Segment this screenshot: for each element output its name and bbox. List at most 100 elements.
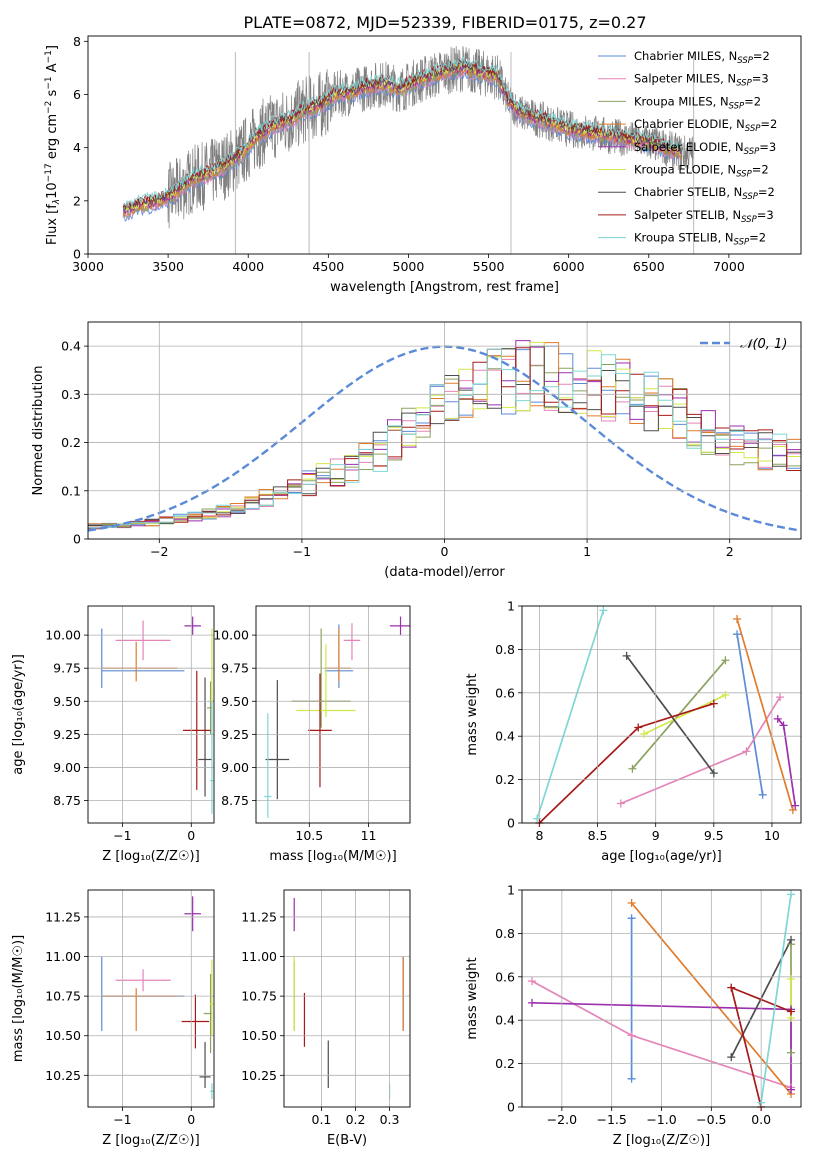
legend-label-suffix: =2 [744, 94, 761, 108]
y-axis-label: age [log₁₀(age/yr)] [11, 654, 26, 775]
legend-label: Salpeter STELIB, NSSP=3 [634, 208, 774, 225]
y-tick-label: 0 [507, 1100, 515, 1115]
x-tick-label: −1 [113, 1112, 131, 1127]
x-tick-label: 4500 [312, 259, 344, 274]
legend-label-sub: SSP [742, 192, 758, 202]
axes-frame [255, 605, 411, 824]
x-tick-label: 3500 [152, 259, 184, 274]
y-tick-label: 11.00 [45, 949, 81, 964]
legend-label-text: Kroupa ELODIE, N [634, 163, 736, 177]
series-line [736, 634, 764, 795]
age_weight-panel: 8 8.5 9 9.5 10 0 0.2 0.4 0.6 0.8 1 age [log₁₀(age/y… [465, 599, 802, 864]
x-axis-label: E(B-V) [327, 1133, 367, 1148]
x-tick-label: 0.2 [346, 1112, 366, 1127]
series-marker [721, 656, 730, 665]
y-tick-label: 4 [73, 140, 81, 155]
axes-frame [87, 889, 215, 1108]
legend-label-text: Kroupa MILES, N [634, 94, 729, 108]
ebv_mass-panel-plot-area [293, 897, 404, 1100]
y-tick-label: 2 [73, 193, 81, 208]
x-tick-label: 10 [764, 828, 780, 843]
series-line [643, 694, 726, 735]
series-marker [616, 799, 625, 808]
y-axis-label-part: s [45, 89, 60, 100]
model-spectrum-line [122, 59, 682, 208]
x-tick-label: −2.0 [547, 1112, 577, 1127]
y-tick-label: 10.50 [45, 1028, 81, 1043]
series-marker [599, 606, 608, 615]
y-axis-label-part: −1 [44, 50, 54, 63]
series-marker [733, 630, 742, 639]
x-tick-label: 5000 [393, 259, 425, 274]
y-tick-label: 11.00 [241, 949, 277, 964]
series-marker [757, 1098, 766, 1107]
x-tick-label: −0.5 [696, 1112, 726, 1127]
series-marker [776, 693, 785, 702]
y-axis-label: Flux [fλ10−17 erg cm−2 s−1 A−1] [44, 45, 62, 245]
legend-label-text: Chabrier STELIB, N [634, 185, 742, 199]
y-tick-label: 10.75 [241, 989, 277, 1004]
series-marker [627, 1031, 636, 1040]
legend-label-sub: SSP [729, 101, 745, 111]
y-tick-label: 9.25 [221, 727, 249, 742]
x-tick-label: 8.5 [588, 828, 608, 843]
legend-label-suffix: =2 [752, 163, 769, 177]
y-axis-label: mass weight [465, 957, 480, 1039]
x-axis-label: wavelength [Angstrom, rest frame] [330, 280, 559, 295]
y-tick-label: 1 [507, 599, 515, 614]
x-tick-label: −1.5 [596, 1112, 626, 1127]
legend-label: Chabrier ELODIE, NSSP=2 [634, 117, 777, 134]
x-tick-label: 5500 [473, 259, 505, 274]
x-tick-label: 9.5 [704, 828, 724, 843]
y-tick-label: 0 [507, 816, 515, 831]
y-tick-label: 0 [73, 532, 81, 547]
series-marker [628, 764, 637, 773]
y-tick-label: 0.6 [495, 685, 515, 700]
y-tick-label: 10.25 [45, 1068, 81, 1083]
y-tick-label: 0.4 [61, 339, 81, 354]
series-marker [627, 1074, 636, 1083]
series-marker [634, 723, 643, 732]
legend-label-suffix: =2 [749, 231, 766, 245]
y-axis-label-part: 10 [45, 182, 60, 199]
legend-label-sub: SSP [744, 147, 760, 157]
x-tick-label: 0 [187, 828, 195, 843]
x-tick-label: 2 [726, 544, 734, 559]
y-tick-label: 9.25 [53, 727, 81, 742]
series-marker [758, 790, 767, 799]
legend-label-suffix: =3 [759, 140, 776, 154]
gaussian-legend-label: 𝒩(0, 1) [740, 337, 787, 352]
model-spectrum-line [122, 65, 682, 219]
series-marker [787, 890, 796, 899]
axes-frame [283, 889, 411, 1108]
axes-frame [87, 35, 802, 255]
legend-label-sub: SSP [734, 238, 750, 248]
x-tick-label: 1 [583, 544, 591, 559]
x-tick-label: 7000 [713, 259, 745, 274]
y-tick-label: 9.75 [53, 661, 81, 676]
spectrum-panel-plot-area [122, 46, 695, 254]
series-marker [733, 615, 742, 624]
y-tick-label: 0 [73, 247, 81, 262]
model-spectrum-line [122, 57, 682, 207]
legend-label-text: Chabrier MILES, N [634, 49, 737, 63]
y-tick-label: 9.00 [53, 760, 81, 775]
y-axis-label: Normed distribution [31, 366, 46, 496]
series-line [760, 894, 792, 1103]
x-axis-label: Z [log₁₀(Z/Z☉)] [613, 1133, 710, 1148]
series-marker [787, 935, 796, 944]
legend-label-suffix: =3 [757, 208, 774, 222]
y-axis-label-part: −2 [44, 101, 54, 114]
axes-frame [87, 321, 802, 540]
series-marker [727, 1053, 736, 1062]
y-axis-label-part: ] [45, 45, 60, 50]
y-tick-label: 0.2 [61, 435, 81, 450]
series-marker [533, 814, 542, 823]
residuals-panel: −2 −1 0 1 2 0 0.1 0.2 0.3 0.4 (data-model)/error No… [31, 321, 802, 580]
y-tick-label: 10.50 [241, 1028, 277, 1043]
axes-frame [521, 889, 802, 1108]
x-tick-label: 0.1 [312, 1112, 332, 1127]
y-tick-label: 6 [73, 87, 81, 102]
series-marker [787, 974, 796, 983]
y-tick-label: 10.00 [213, 628, 249, 643]
